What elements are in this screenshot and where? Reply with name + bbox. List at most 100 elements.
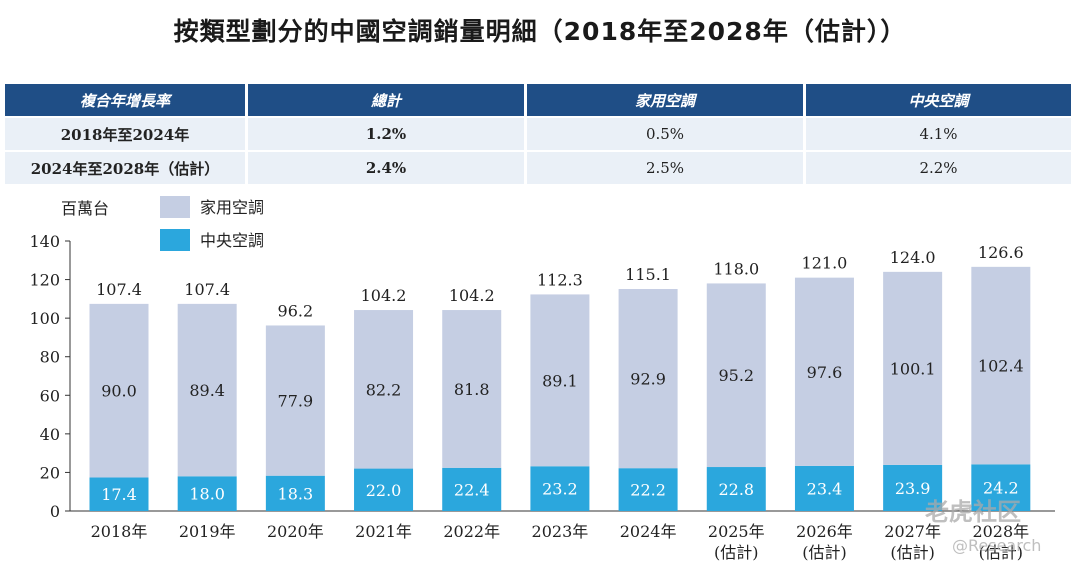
bar-household xyxy=(794,277,854,466)
bar-household xyxy=(354,310,414,469)
bar-household xyxy=(971,266,1031,465)
x-tick-sublabel: (估計) xyxy=(802,543,847,562)
cagr-table: 複合年增長率 總計 家用空調 中央空調 2018年至2024年 1.2% 0.5… xyxy=(5,84,1071,184)
x-tick-label: 2024年 xyxy=(620,522,677,541)
data-label-central: 24.2 xyxy=(983,479,1019,498)
bar-household xyxy=(618,289,678,469)
data-label-total: 112.3 xyxy=(537,270,583,289)
data-label-household: 92.9 xyxy=(630,370,666,389)
legend-swatch xyxy=(160,229,190,251)
y-tick-label: 120 xyxy=(29,271,60,290)
data-label-total: 126.6 xyxy=(978,243,1024,262)
bar-central xyxy=(618,468,678,511)
bar-central xyxy=(971,464,1031,511)
data-label-total: 107.4 xyxy=(184,280,230,299)
data-label-central: 22.0 xyxy=(366,481,402,500)
header-household: 家用空調 xyxy=(524,84,805,117)
y-unit-label: 百萬台 xyxy=(61,199,109,218)
bar-household xyxy=(442,310,502,468)
y-tick-label: 140 xyxy=(29,232,60,251)
data-label-central: 23.9 xyxy=(895,479,931,498)
data-label-household: 97.6 xyxy=(807,363,843,382)
x-tick-sublabel: (估計) xyxy=(890,543,935,562)
bar-central xyxy=(706,467,766,511)
x-tick-label: 2022年 xyxy=(443,522,500,541)
y-tick-label: 0 xyxy=(50,502,60,521)
data-label-central: 22.4 xyxy=(454,480,490,499)
data-label-household: 95.2 xyxy=(718,366,754,385)
data-label-central: 17.4 xyxy=(101,485,137,504)
row-period: 2018年至2024年 xyxy=(5,116,247,151)
y-tick-label: 100 xyxy=(29,309,60,328)
x-tick-label: 2027年 xyxy=(884,522,941,541)
table-header-row: 複合年增長率 總計 家用空調 中央空調 xyxy=(5,84,1071,117)
bar-central xyxy=(177,476,237,511)
x-tick-label: 2026年 xyxy=(796,522,853,541)
data-label-central: 23.4 xyxy=(807,479,843,498)
data-label-household: 90.0 xyxy=(101,382,137,401)
data-label-household: 89.4 xyxy=(189,381,225,400)
data-label-central: 18.0 xyxy=(189,485,225,504)
data-label-total: 107.4 xyxy=(96,280,142,299)
x-tick-label: 2025年 xyxy=(708,522,765,541)
data-label-household: 100.1 xyxy=(890,359,936,378)
y-tick-label: 60 xyxy=(40,386,60,405)
data-label-household: 81.8 xyxy=(454,380,490,399)
data-label-household: 102.4 xyxy=(978,357,1024,376)
data-label-total: 124.0 xyxy=(890,248,936,267)
data-label-total: 118.0 xyxy=(713,259,759,278)
data-label-household: 82.2 xyxy=(366,380,402,399)
bar-central xyxy=(794,465,854,511)
row-total: 1.2% xyxy=(245,116,526,151)
x-tick-label: 2021年 xyxy=(355,522,412,541)
data-label-total: 104.2 xyxy=(361,286,407,305)
row-household: 2.5% xyxy=(524,150,805,184)
data-label-total: 104.2 xyxy=(449,286,495,305)
row-period: 2024年至2028年（估計） xyxy=(5,150,247,184)
bar-central xyxy=(883,464,943,511)
data-label-total: 96.2 xyxy=(278,301,314,320)
header-cagr: 複合年增長率 xyxy=(5,84,247,117)
bar-central xyxy=(530,466,590,511)
x-tick-label: 2023年 xyxy=(532,522,589,541)
table-row: 2018年至2024年 1.2% 0.5% 4.1% xyxy=(5,116,1071,151)
row-central: 4.1% xyxy=(803,116,1071,151)
data-label-central: 22.2 xyxy=(630,481,666,500)
y-tick-label: 40 xyxy=(40,425,60,444)
row-household: 0.5% xyxy=(524,116,805,151)
data-label-household: 77.9 xyxy=(278,392,314,411)
watermark-logo: 老虎社区 xyxy=(925,498,1021,526)
bar-household xyxy=(706,283,766,468)
x-tick-label: 2020年 xyxy=(267,522,324,541)
data-label-total: 115.1 xyxy=(625,265,671,284)
legend-swatch xyxy=(160,196,190,218)
header-total: 總計 xyxy=(245,84,526,117)
bar-household xyxy=(177,303,237,477)
watermark-handle: @Research xyxy=(952,536,1042,555)
data-label-central: 23.2 xyxy=(542,480,578,499)
x-tick-sublabel: (估計) xyxy=(979,543,1024,562)
bar-central xyxy=(265,475,325,511)
data-label-central: 18.3 xyxy=(278,484,314,503)
row-central: 2.2% xyxy=(803,150,1071,184)
x-tick-sublabel: (估計) xyxy=(714,543,759,562)
x-tick-label: 2028年 xyxy=(972,522,1029,541)
bar-central xyxy=(442,467,502,511)
row-total: 2.4% xyxy=(245,150,526,184)
x-tick-label: 2019年 xyxy=(179,522,236,541)
data-label-household: 89.1 xyxy=(542,371,578,390)
legend-label: 中央空調 xyxy=(200,231,264,250)
bar-central xyxy=(354,468,414,511)
data-label-central: 22.8 xyxy=(718,480,754,499)
legend-label: 家用空調 xyxy=(200,198,264,217)
bar-household xyxy=(89,303,149,478)
x-tick-label: 2018年 xyxy=(91,522,148,541)
y-tick-label: 80 xyxy=(40,348,60,367)
bar-central xyxy=(89,477,149,511)
data-label-total: 121.0 xyxy=(802,254,848,273)
page-title: 按類型劃分的中國空調銷量明細（2018年至2028年（估計）） xyxy=(173,17,907,46)
table-row: 2024年至2028年（估計） 2.4% 2.5% 2.2% xyxy=(5,150,1071,184)
header-central: 中央空調 xyxy=(803,84,1071,117)
bar-household xyxy=(265,325,325,476)
